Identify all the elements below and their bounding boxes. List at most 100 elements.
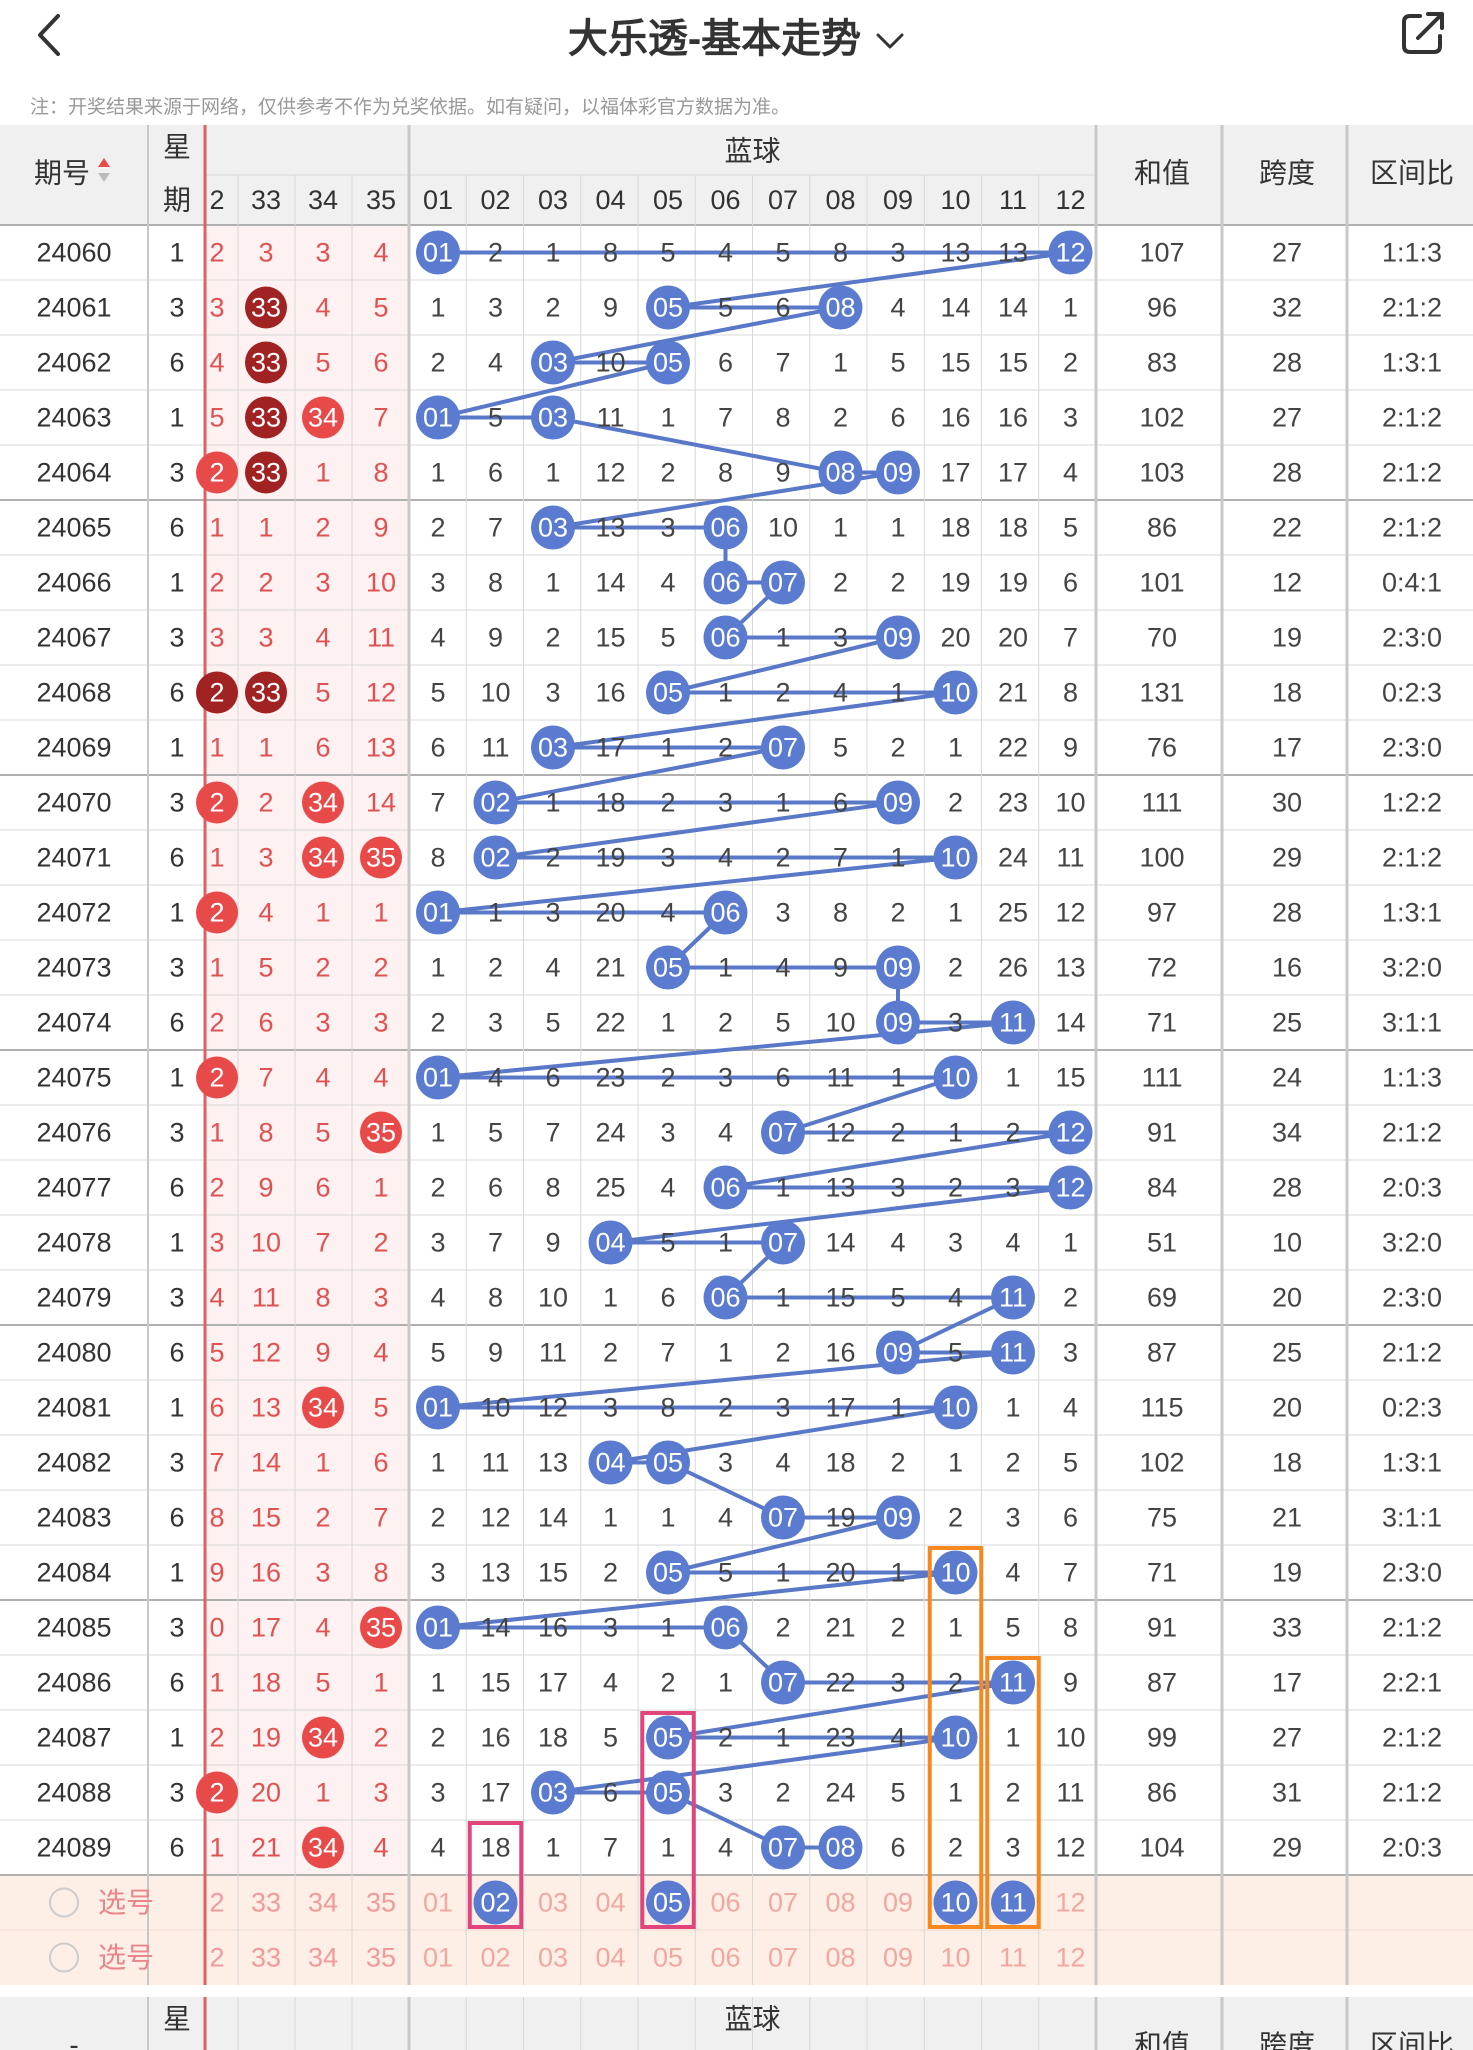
blue-miss-cell: 2 — [1005, 1448, 1020, 1478]
front-miss-cell: 14 — [251, 1448, 281, 1478]
issue-cell: 24070 — [36, 788, 111, 818]
front-ball — [196, 1771, 238, 1814]
blue-miss-cell: 3 — [890, 1668, 905, 1698]
blue-miss-cell: 1 — [718, 1228, 733, 1258]
blue-miss-cell: 14 — [538, 1503, 568, 1533]
blue-miss-cell: 1 — [833, 513, 848, 543]
blue-miss-cell: 1 — [890, 1393, 905, 1423]
blue-miss-cell: 1 — [1063, 293, 1078, 323]
blue-miss-cell: 3 — [948, 1228, 963, 1258]
front-ball-number: 35 — [366, 1118, 396, 1148]
sum-cell: 102 — [1139, 403, 1184, 433]
sum-cell: 71 — [1147, 1558, 1177, 1588]
front-miss-cell: 2 — [209, 568, 224, 598]
blue-miss-cell: 10 — [595, 348, 625, 378]
blue-ball-number: 01 — [423, 1063, 453, 1093]
span-cell: 28 — [1272, 898, 1302, 928]
blue-miss-cell: 1 — [775, 1173, 790, 1203]
blue-ball-number: 10 — [940, 1063, 970, 1093]
front-ball — [196, 451, 238, 494]
chevron-left-icon[interactable] — [30, 10, 70, 60]
sum-cell: 101 — [1139, 568, 1184, 598]
blue-miss-cell: 17 — [480, 1778, 510, 1808]
blue-miss-cell: 3 — [718, 1063, 733, 1093]
blue-miss-cell: 17 — [825, 1393, 855, 1423]
blue-miss-cell: 1 — [833, 348, 848, 378]
blue-miss-cell: 3 — [718, 1448, 733, 1478]
front-miss-cell: 6 — [315, 733, 330, 763]
front-miss-cell: 1 — [315, 458, 330, 488]
blue-ball-number: 03 — [538, 513, 568, 543]
front-miss-cell: 18 — [251, 1668, 281, 1698]
ratio-cell: 2:1:2 — [1382, 513, 1442, 543]
blue-miss-cell: 2 — [603, 1338, 618, 1368]
front-miss-cell: 1 — [373, 1668, 388, 1698]
front-miss-cell: 1 — [209, 953, 224, 983]
blue-miss-cell: 15 — [538, 1558, 568, 1588]
blue-ball-number: 02 — [480, 843, 510, 873]
header-blue-col: 11 — [999, 185, 1027, 215]
blue-miss-cell: 14 — [825, 1228, 855, 1258]
share-icon[interactable] — [1398, 6, 1450, 58]
blue-miss-cell: 2 — [948, 788, 963, 818]
blue-ball — [416, 890, 460, 935]
blue-miss-cell: 8 — [1063, 678, 1078, 708]
blue-miss-cell: 17 — [538, 1668, 568, 1698]
blue-ball-number: 08 — [825, 293, 855, 323]
ratio-cell: 1:3:1 — [1382, 348, 1442, 378]
blue-miss-cell: 2 — [430, 1723, 445, 1753]
blue-miss-cell: 1 — [948, 733, 963, 763]
front-miss-cell: 13 — [366, 733, 396, 763]
blue-ball-number: 07 — [768, 1118, 798, 1148]
blue-ball-number: 05 — [653, 1448, 683, 1478]
header-ratio: 区间比 — [1370, 158, 1454, 189]
front-ball — [302, 396, 344, 439]
pick-blue-number: 03 — [538, 1888, 568, 1918]
chevron-down-icon[interactable] — [875, 32, 905, 50]
blue-miss-cell: 14 — [595, 568, 625, 598]
pick-blue-ball-number: 02 — [480, 1888, 510, 1918]
issue-cell: 24071 — [36, 843, 111, 873]
blue-miss-cell: 3 — [430, 568, 445, 598]
blue-miss-cell: 2 — [545, 843, 560, 873]
header-blue-col: 07 — [768, 185, 798, 215]
blue-miss-cell: 1 — [775, 1558, 790, 1588]
front-miss-cell: 7 — [373, 1503, 388, 1533]
blue-miss-cell: 1 — [775, 623, 790, 653]
blue-ball-number: 09 — [883, 1338, 913, 1368]
ratio-cell: 3:1:1 — [1382, 1503, 1442, 1533]
front-ball — [245, 286, 287, 329]
blue-ball-number: 09 — [883, 788, 913, 818]
blue-ball-number: 06 — [710, 513, 740, 543]
front-miss-cell: 4 — [315, 293, 330, 323]
blue-miss-cell: 1 — [948, 1778, 963, 1808]
blue-miss-cell: 6 — [775, 293, 790, 323]
blue-miss-cell: 2 — [775, 678, 790, 708]
blue-miss-cell: 5 — [890, 1778, 905, 1808]
blue-miss-cell: 1 — [488, 898, 503, 928]
blue-miss-cell: 22 — [825, 1668, 855, 1698]
blue-ball-number: 10 — [940, 1723, 970, 1753]
issue-cell: 24062 — [36, 348, 111, 378]
footer-week: 星 — [163, 2004, 191, 2035]
issue-cell: 24073 — [36, 953, 111, 983]
front-miss-cell: 9 — [373, 513, 388, 543]
ratio-cell: 2:1:2 — [1382, 1118, 1442, 1148]
blue-ball — [646, 945, 690, 990]
front-miss-cell: 1 — [209, 1668, 224, 1698]
blue-ball — [761, 1495, 805, 1540]
blue-miss-cell: 20 — [595, 898, 625, 928]
span-cell: 32 — [1272, 293, 1302, 323]
pick-blue-number: 07 — [768, 1888, 798, 1918]
blue-miss-cell: 16 — [940, 403, 970, 433]
front-ball — [360, 836, 402, 879]
front-ball — [196, 671, 238, 714]
blue-miss-cell: 10 — [480, 1393, 510, 1423]
ratio-cell: 2:3:0 — [1382, 733, 1442, 763]
front-miss-cell: 8 — [373, 1558, 388, 1588]
blue-miss-cell: 1 — [890, 678, 905, 708]
blue-miss-cell: 3 — [488, 293, 503, 323]
blue-miss-cell: 6 — [1063, 568, 1078, 598]
front-ball-number: 34 — [308, 788, 338, 818]
page-title[interactable]: 大乐透-基本走势 — [0, 6, 1473, 64]
